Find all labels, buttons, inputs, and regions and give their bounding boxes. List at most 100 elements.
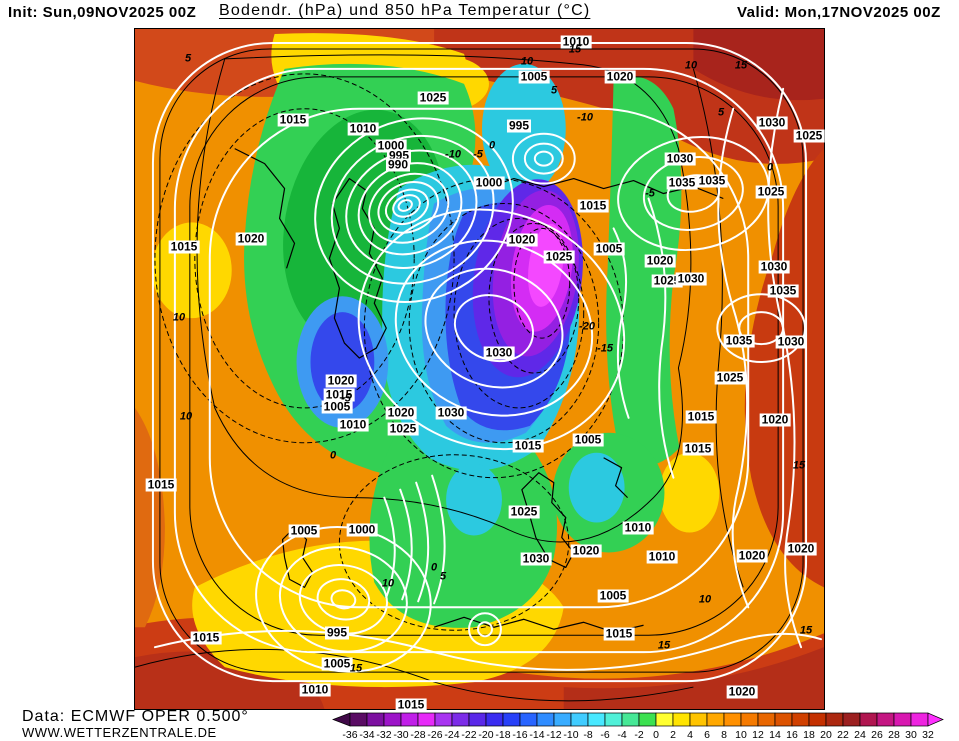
colorbar-tick-label: -24 [444, 729, 459, 741]
pressure-label: 1015 [395, 697, 427, 712]
colorbar-cell [383, 712, 402, 727]
temperature-label: 10 [684, 59, 698, 72]
pressure-label: 1000 [473, 175, 505, 190]
colorbar-cell [842, 712, 861, 727]
colorbar-tick-label: 16 [786, 729, 798, 741]
temperature-label: 10 [381, 577, 395, 590]
temperature-label: 10 [698, 593, 712, 606]
colorbar-tick-label: -2 [634, 729, 643, 741]
temperature-field [135, 29, 824, 709]
colorbar-cell [349, 712, 368, 727]
pressure-label: 1025 [387, 421, 419, 436]
colorbar-cell [876, 712, 895, 727]
pressure-label: 1030 [758, 259, 790, 274]
pressure-label: 1020 [604, 69, 636, 84]
temperature-label: -5 [473, 148, 483, 161]
pressure-label: 1015 [277, 112, 309, 127]
colorbar-cell [553, 712, 572, 727]
colorbar-cell [655, 712, 674, 727]
colorbar-cell [587, 712, 606, 727]
pressure-label: 1025 [755, 184, 787, 199]
colorbar-cell [570, 712, 589, 727]
website-line: WWW.WETTERZENTRALE.DE [22, 725, 217, 740]
colorbar-right-arrow [927, 712, 944, 727]
pressure-label: 1025 [417, 90, 449, 105]
colorbar-cell [468, 712, 487, 727]
colorbar-tick-label: -26 [427, 729, 442, 741]
temperature-colorbar: -36 -34 -32 -30 -28 -26 -24 -22 -20 -18 -16 -14 -12-… [332, 712, 944, 741]
temperature-label: -15 [597, 342, 613, 355]
pressure-label: 1035 [666, 175, 698, 190]
temperature-label: 0 [329, 449, 337, 462]
colorbar-tick-label: -18 [495, 729, 510, 741]
colorbar-cell [519, 712, 538, 727]
colorbar-tick-label: -30 [393, 729, 408, 741]
colorbar-tick-label: -34 [359, 729, 374, 741]
pressure-label: 1005 [321, 656, 353, 671]
temperature-label: 10 [520, 55, 534, 68]
colorbar-cell [893, 712, 912, 727]
colorbar-tick-label: 18 [803, 729, 815, 741]
chart-title: Bodendr. (hPa) und 850 hPa Temperatur (°… [219, 2, 591, 19]
colorbar-cell [791, 712, 810, 727]
colorbar-tick-label: -32 [376, 729, 391, 741]
pressure-label: 1020 [385, 405, 417, 420]
colorbar-tick-label: 10 [735, 729, 747, 741]
pressure-label: 1030 [756, 115, 788, 130]
colorbar-cell [774, 712, 793, 727]
colorbar-tick-label: 24 [854, 729, 866, 741]
colorbar-tick-label: 22 [837, 729, 849, 741]
colorbar-cell [689, 712, 708, 727]
pressure-label: 1010 [560, 34, 592, 49]
pressure-label: 1020 [785, 541, 817, 556]
temperature-label-layer: 10 15 5 -10 -10 -5 0 10 15 5 -5 0 5 10 10 -5 0 0 5 10 15 10 15… [135, 29, 824, 709]
pressure-label: 1020 [325, 373, 357, 388]
pressure-label: 1020 [759, 412, 791, 427]
colorbar-cell [417, 712, 436, 727]
colorbar-left-arrow [332, 712, 351, 727]
pressure-label: 1025 [714, 370, 746, 385]
temperature-label: 15 [657, 639, 671, 652]
pressure-label: 1020 [235, 231, 267, 246]
colorbar-tick-label: 14 [769, 729, 781, 741]
valid-datetime: Valid: Mon,17NOV2025 00Z [737, 4, 941, 21]
pressure-label: 1035 [696, 173, 728, 188]
pressure-label: 1010 [337, 417, 369, 432]
colorbar-tick-label: 2 [670, 729, 676, 741]
pressure-label: 1010 [299, 682, 331, 697]
pressure-label: 995 [506, 118, 532, 133]
colorbar-tick-label: 32 [922, 729, 934, 741]
colorbar-tick-label: -8 [583, 729, 592, 741]
pressure-label: 1025 [793, 128, 825, 143]
colorbar-tick-label: -36 [342, 729, 357, 741]
colorbar-cell [621, 712, 640, 727]
colorbar-cell [400, 712, 419, 727]
pressure-label: 1015 [323, 387, 355, 402]
pressure-label: 1000 [375, 138, 407, 153]
pressure-label: 1005 [288, 523, 320, 538]
pressure-label: 1020 [736, 548, 768, 563]
weather-map: 1010 1005 1020 1025 995 1015 1010 1030 1025 1030 1… [134, 28, 825, 712]
pressure-label: 1035 [767, 283, 799, 298]
colorbar-cell [434, 712, 453, 727]
colorbar-cell [638, 712, 657, 727]
colorbar-tick-label: -10 [563, 729, 578, 741]
temperature-label: 15 [349, 662, 363, 675]
colorbar-cell [808, 712, 827, 727]
colorbar-cell [672, 712, 691, 727]
init-datetime: Init: Sun,09NOV2025 00Z [8, 4, 197, 21]
pressure-label: 1015 [685, 409, 717, 424]
temperature-label: -10 [445, 148, 461, 161]
pressure-label: 1020 [506, 232, 538, 247]
colorbar-tick-label: 28 [888, 729, 900, 741]
colorbar-tick-label: 4 [687, 729, 693, 741]
pressure-label: 1035 [723, 333, 755, 348]
pressure-label: 1030 [775, 334, 807, 349]
pressure-label: 1030 [483, 345, 515, 360]
pressure-label: 1030 [675, 271, 707, 286]
pressure-label: 1025 [508, 504, 540, 519]
colorbar-cell [910, 712, 929, 727]
colorbar-cell [740, 712, 759, 727]
temperature-label: 15 [568, 43, 582, 56]
